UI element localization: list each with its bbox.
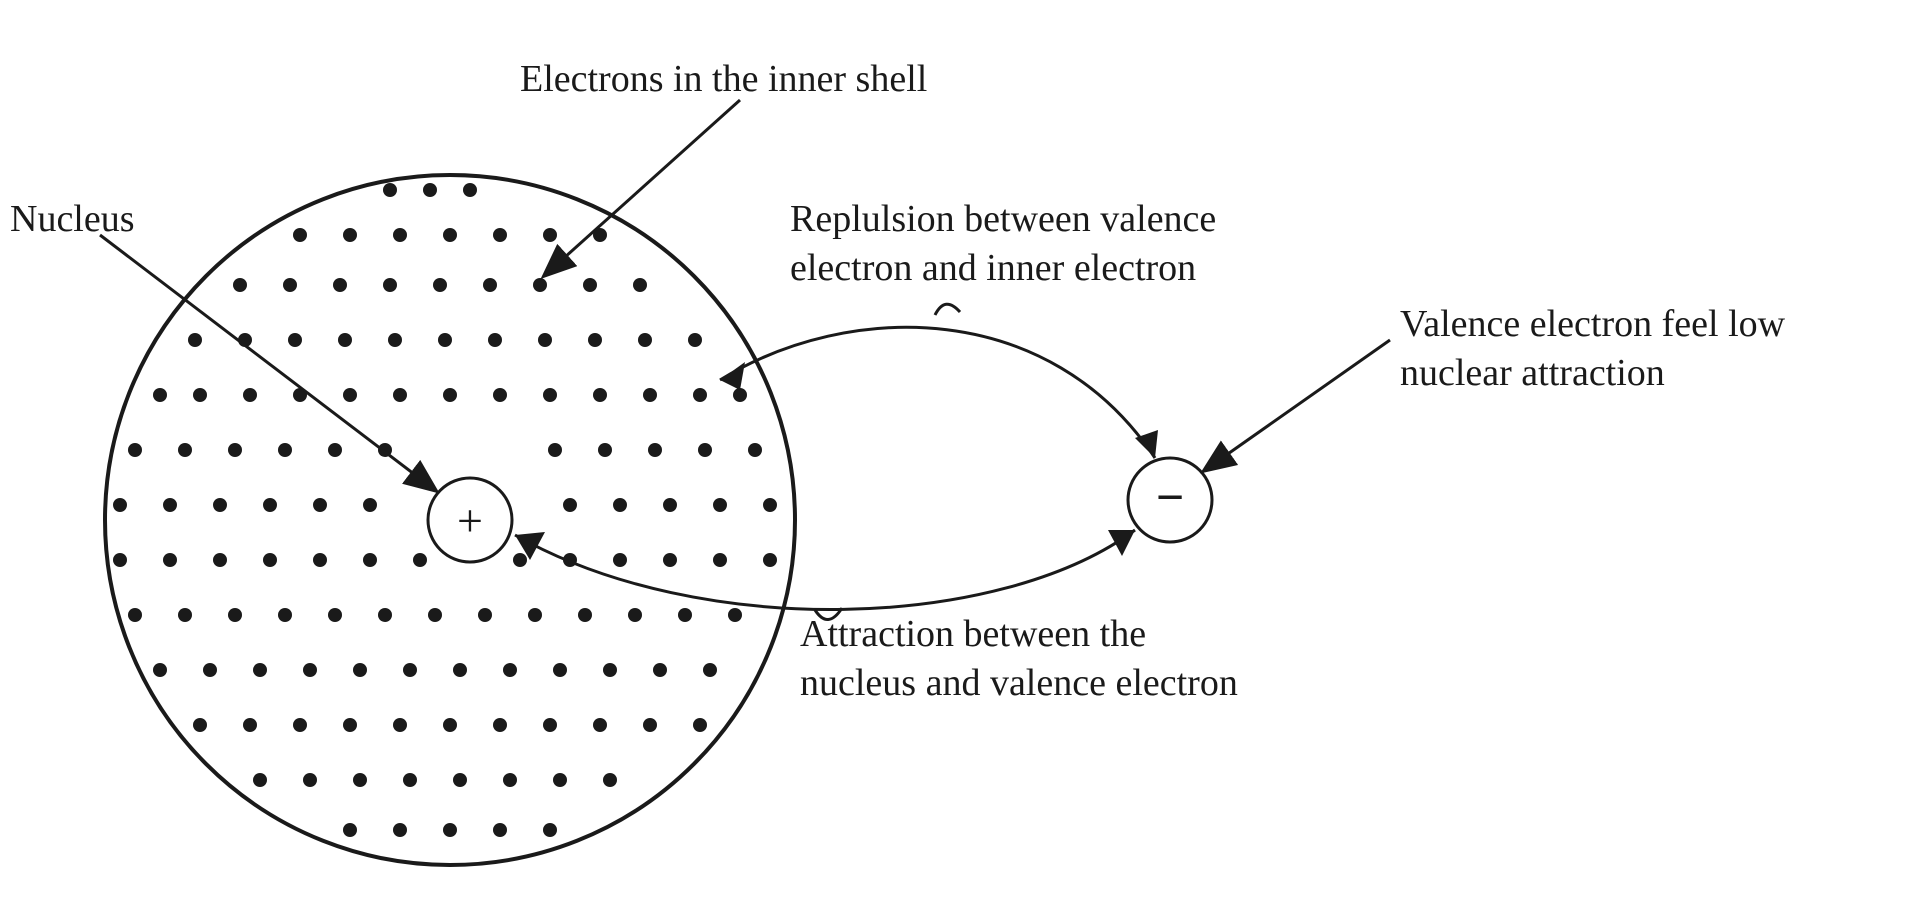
nucleus-label: Nucleus (10, 195, 135, 244)
valence-label-line1: Valence electron feel low (1400, 303, 1785, 345)
nucleus-arrow (100, 235, 435, 490)
attraction-label-line2: nucleus and valence electron (800, 662, 1238, 704)
attraction-arrowhead-right (1108, 530, 1135, 556)
repulsion-label-line1: Replulsion between valence (790, 198, 1216, 240)
attraction-label-line1: Attraction between the (800, 613, 1146, 655)
valence-label-arrow (1205, 340, 1390, 470)
attraction-curve (515, 530, 1135, 609)
repulsion-brace-tick (935, 304, 960, 315)
repulsion-label: Replulsion between valence electron and … (790, 195, 1216, 294)
valence-label-line2: nuclear attraction (1400, 352, 1665, 394)
inner-electrons-arrow (545, 100, 740, 275)
inner-electrons-label: Electrons in the inner shell (520, 55, 927, 104)
atom-diagram-svg: + − (0, 0, 1918, 910)
nucleus-plus-sign: + (457, 495, 483, 546)
repulsion-label-line2: electron and inner electron (790, 247, 1196, 289)
attraction-label: Attraction between the nucleus and valen… (800, 610, 1238, 709)
valence-electron-minus-sign: − (1156, 469, 1185, 525)
valence-label: Valence electron feel low nuclear attrac… (1400, 300, 1785, 399)
